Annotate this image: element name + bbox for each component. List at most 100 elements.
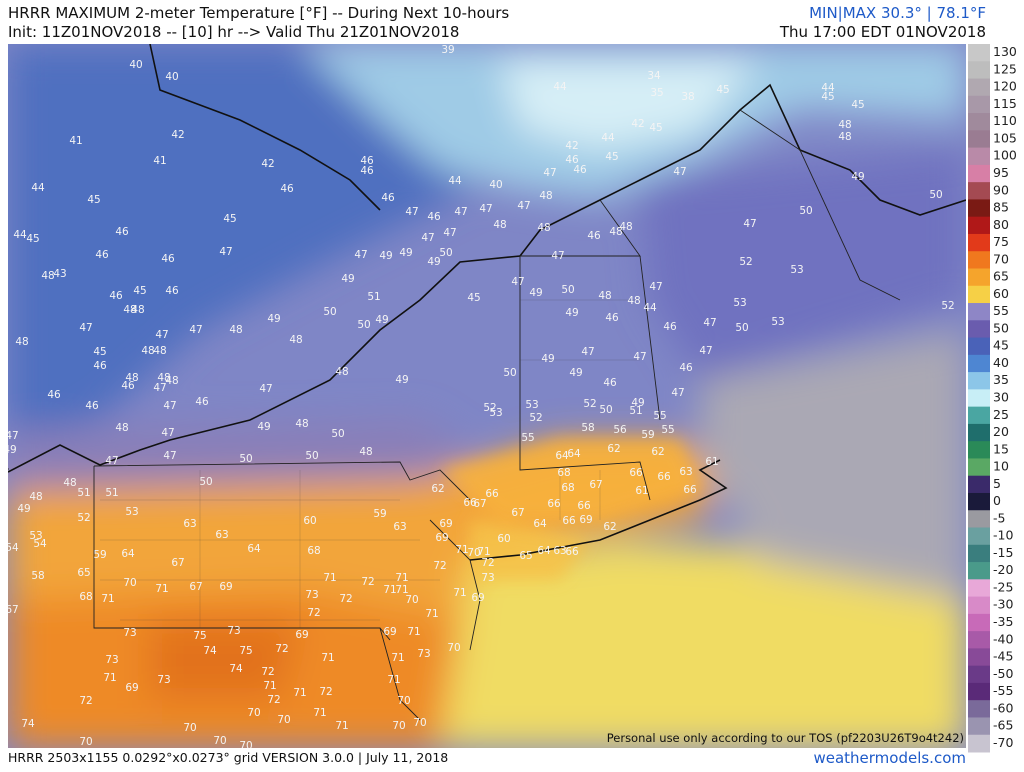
station-temp: 49 bbox=[375, 314, 388, 326]
station-temp: 49 bbox=[529, 287, 542, 299]
station-temp: 49 bbox=[569, 367, 582, 379]
colorbar-swatch bbox=[968, 613, 990, 632]
station-temp: 61 bbox=[705, 456, 718, 468]
station-temp: 45 bbox=[605, 151, 618, 163]
colorbar-label: -50 bbox=[993, 666, 1013, 681]
station-temp: 72 bbox=[433, 560, 446, 572]
colorbar-swatch bbox=[968, 682, 990, 701]
station-temp: 69 bbox=[219, 581, 232, 593]
station-temp: 46 bbox=[360, 155, 374, 167]
site-name: weathermodels.com bbox=[813, 749, 966, 767]
station-temp: 56 bbox=[613, 424, 627, 436]
colorbar-swatch bbox=[968, 78, 990, 97]
station-temp: 45 bbox=[26, 233, 39, 245]
colorbar-swatch bbox=[968, 147, 990, 166]
station-temp: 48 bbox=[539, 190, 552, 202]
colorbar-label: 70 bbox=[993, 251, 1009, 266]
station-temp: 53 bbox=[125, 506, 138, 518]
station-temp: 48 bbox=[229, 324, 242, 336]
station-temp: 70 bbox=[247, 707, 260, 719]
colorbar-swatch bbox=[968, 251, 990, 269]
station-temp: 69 bbox=[579, 514, 592, 526]
colorbar-swatch bbox=[968, 665, 990, 684]
map-title: HRRR MAXIMUM 2-meter Temperature [°F] --… bbox=[8, 4, 509, 22]
colorbar-swatch bbox=[968, 182, 990, 200]
station-temp: 42 bbox=[171, 129, 184, 141]
colorbar-label: 20 bbox=[993, 424, 1009, 439]
station-temp: 42 bbox=[565, 140, 578, 152]
station-temp: 55 bbox=[521, 432, 534, 444]
station-temp: 64 bbox=[533, 518, 547, 530]
station-temp: 71 bbox=[391, 652, 404, 664]
station-temp: 50 bbox=[323, 306, 336, 318]
station-temp: 71 bbox=[103, 672, 116, 684]
colorbar-swatch bbox=[968, 406, 990, 425]
station-temp: 58 bbox=[581, 422, 594, 434]
colorbar-swatch bbox=[968, 285, 990, 304]
station-temp: 53 bbox=[29, 530, 42, 542]
colorbar-swatch bbox=[968, 596, 990, 615]
station-temp: 46 bbox=[280, 183, 294, 195]
grid-info: HRRR 2503x1155 0.0292°x0.0273° grid VERS… bbox=[8, 750, 448, 765]
colorbar-swatch bbox=[968, 389, 990, 408]
colorbar-swatch bbox=[968, 113, 990, 131]
station-temp: 47 bbox=[163, 450, 176, 462]
station-temp: 47 bbox=[517, 200, 530, 212]
station-temp: 41 bbox=[153, 155, 166, 167]
station-temp: 46 bbox=[565, 154, 579, 166]
colorbar-label: 80 bbox=[993, 217, 1009, 232]
colorbar-label: 45 bbox=[993, 338, 1009, 353]
colorbar-swatch bbox=[968, 544, 990, 563]
station-temp: 66 bbox=[629, 467, 643, 479]
station-temp: 69 bbox=[435, 532, 448, 544]
colorbar-label: -30 bbox=[993, 597, 1013, 612]
station-temp: 48 bbox=[157, 372, 170, 384]
station-temp: 46 bbox=[663, 321, 677, 333]
colorbar-label: 60 bbox=[993, 286, 1009, 301]
station-temp: 42 bbox=[261, 158, 274, 170]
colorbar-swatch bbox=[968, 216, 990, 235]
station-temp: 71 bbox=[395, 584, 408, 596]
station-temp: 43 bbox=[53, 268, 66, 280]
colorbar-swatch bbox=[968, 303, 990, 321]
station-temp: 53 bbox=[525, 399, 538, 411]
colorbar-label: 115 bbox=[993, 96, 1017, 111]
station-temp: 50 bbox=[735, 322, 748, 334]
station-temp: 71 bbox=[293, 687, 306, 699]
init-time: Init: 11Z01NOV2018 -- [10] hr --> Valid … bbox=[8, 23, 459, 41]
colorbar-swatch bbox=[968, 441, 990, 459]
station-temp: 49 bbox=[399, 247, 412, 259]
station-temp: 74 bbox=[21, 718, 35, 730]
station-temp: 60 bbox=[303, 515, 316, 527]
colorbar-label: 5 bbox=[993, 476, 1001, 491]
station-temp: 40 bbox=[165, 71, 178, 83]
station-temp: 69 bbox=[471, 592, 484, 604]
station-temp: 50 bbox=[357, 319, 370, 331]
station-temp: 73 bbox=[227, 625, 240, 637]
station-temp: 47 bbox=[551, 250, 564, 262]
station-temp: 66 bbox=[565, 546, 579, 558]
colorbar-label: -60 bbox=[993, 700, 1013, 715]
colorbar-swatch bbox=[968, 130, 990, 149]
station-temp: 49 bbox=[3, 444, 16, 456]
station-temp: 73 bbox=[417, 648, 430, 660]
station-temp: 67 bbox=[5, 604, 18, 616]
station-temp: 49 bbox=[379, 250, 392, 262]
station-temp: 45 bbox=[821, 91, 834, 103]
colorbar-label: -15 bbox=[993, 545, 1013, 560]
colorbar-swatch bbox=[968, 527, 990, 546]
station-temp: 64 bbox=[121, 548, 135, 560]
station-temp: 69 bbox=[295, 629, 308, 641]
colorbar-swatch bbox=[968, 562, 990, 580]
station-temp: 70 bbox=[183, 722, 196, 734]
station-temp: 70 bbox=[392, 720, 405, 732]
station-temp: 46 bbox=[427, 211, 441, 223]
station-temp: 68 bbox=[557, 467, 570, 479]
station-temp: 47 bbox=[443, 227, 456, 239]
station-temp: 70 bbox=[239, 740, 252, 752]
station-temp: 47 bbox=[673, 166, 686, 178]
station-temp: 55 bbox=[653, 410, 666, 422]
station-temp: 47 bbox=[479, 203, 492, 215]
